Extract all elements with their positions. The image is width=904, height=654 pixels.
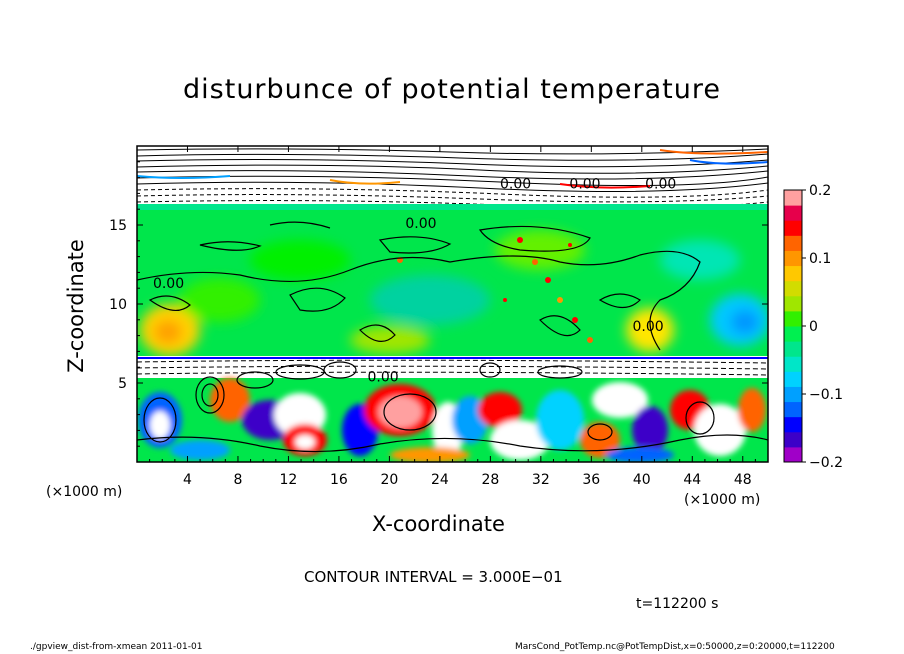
y-tick-label: 15 (109, 218, 127, 234)
boundary-lines (137, 359, 768, 376)
x-tick-label: 40 (633, 472, 651, 488)
x-unit-right: (×1000 m) (684, 492, 761, 508)
contour-label: 0.00 (368, 369, 399, 385)
x-tick-label: 4 (183, 472, 192, 488)
x-axis: 4 8 12 16 20 24 28 32 36 40 44 48 (149, 146, 756, 488)
colorbar-swatch (784, 386, 802, 403)
colorbar-tick-label: 0.2 (809, 183, 831, 199)
x-tick-label: 20 (380, 472, 398, 488)
colorbar-swatch (784, 265, 802, 282)
colorbar-swatch (784, 310, 802, 327)
boundary-layer (137, 356, 768, 378)
colorbar-swatch (784, 326, 802, 342)
colorbar-tick-label: −0.2 (809, 455, 843, 471)
contour-label: 0.00 (153, 276, 184, 292)
colorbar-swatch (784, 446, 802, 463)
x-tick-label: 32 (532, 472, 550, 488)
chart-title: disturbunce of potential temperature (183, 74, 721, 105)
x-tick-label: 36 (582, 472, 600, 488)
colorbar-swatch (784, 295, 802, 312)
x-tick-label: 24 (431, 472, 449, 488)
colorbar-swatch (784, 356, 802, 372)
colorbar-swatch (784, 205, 802, 221)
contour-interval-label: CONTOUR INTERVAL = 3.000E−01 (304, 568, 563, 586)
y-tick-label: 5 (118, 376, 127, 392)
footer-data-source: MarsCond_PotTemp.nc@PotTempDist,x=0:5000… (515, 642, 835, 652)
x-tick-label: 28 (481, 472, 499, 488)
x-tick-label: 48 (734, 472, 752, 488)
middle-blobs (140, 230, 768, 356)
heatmap-field: 0.00 0.00 0.00 0.00 0.00 0.00 0.00 (137, 146, 768, 462)
x-tick-label: 8 (233, 472, 242, 488)
colorbar-swatch (784, 401, 802, 418)
contour-label: 0.00 (633, 319, 664, 335)
contour-labels: 0.00 0.00 0.00 0.00 0.00 0.00 0.00 (153, 177, 676, 386)
upper-stratification-lines (137, 148, 768, 209)
colorbar-swatch (784, 190, 802, 206)
colorbar-swatch (784, 371, 802, 387)
colorbar-swatch (784, 341, 802, 357)
x-tick-label: 16 (330, 472, 348, 488)
upper-boundary (137, 204, 768, 210)
y-axis: 5 10 15 (109, 161, 768, 447)
contour-label: 0.00 (645, 177, 676, 193)
footer-script-info: ./gpview_dist-from-xmean 2011-01-01 (30, 642, 203, 652)
x-tick-label: 44 (683, 472, 701, 488)
colorbar-tick-label: 0.1 (809, 251, 831, 267)
y-tick-label: 10 (109, 297, 127, 313)
colorbar-swatch (784, 280, 802, 297)
contour-label: 0.00 (500, 177, 531, 193)
colorbar-tick-label: −0.1 (809, 387, 843, 403)
colorbar-swatch (784, 220, 802, 236)
colorbar-swatch (784, 431, 802, 448)
contour-label: 0.00 (569, 177, 600, 193)
colorbar-tick-label: 0 (809, 319, 818, 335)
upper-color-streaks (137, 149, 768, 189)
colorbar: 0.2 0.1 0 −0.1 −0.2 (783, 183, 843, 471)
contour-lines (137, 221, 701, 351)
x-tick-label: 12 (280, 472, 298, 488)
contour-label: 0.00 (405, 216, 436, 232)
x-axis-label: X-coordinate (372, 512, 505, 536)
time-label: t=112200 s (636, 596, 719, 612)
lower-turbulence (138, 378, 766, 462)
colorbar-swatch (784, 250, 802, 267)
x-unit-left: (×1000 m) (46, 484, 123, 500)
y-axis-label: Z-coordinate (64, 239, 88, 373)
lower-contours (137, 361, 768, 453)
colorbar-swatch (784, 416, 802, 433)
colorbar-swatch (784, 235, 802, 251)
